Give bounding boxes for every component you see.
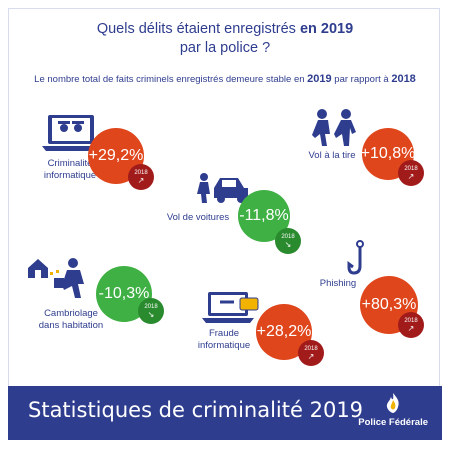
police-logo: Police Fédérale <box>358 392 428 428</box>
laptop-card-icon <box>202 292 259 323</box>
footer-banner: Statistiques de criminalité 2019 Police … <box>8 386 442 440</box>
value-text: +10,8% <box>360 145 416 162</box>
burglar-icon <box>28 258 84 298</box>
flame-icon <box>386 393 399 413</box>
label-fraude-informatique: Fraude informatique <box>197 328 251 351</box>
logo-text: Police Fédérale <box>358 417 428 428</box>
title-year: en 2019 <box>299 21 354 37</box>
badge-2018: 2018 ↘ <box>275 228 301 254</box>
pickpocket-icon <box>312 109 356 146</box>
page-title: Quels délits étaient enregistrés en 2019… <box>0 20 450 58</box>
value-text: -10,3% <box>98 285 150 302</box>
label-vol-a-la-tire: Vol à la tire <box>308 150 356 161</box>
value-circle-cambriolage: -10,3% <box>96 266 152 322</box>
badge-2018: 2018 ↘ <box>138 298 164 324</box>
fish-hook-icon <box>347 240 364 275</box>
subtitle-text: Le nombre total de faits criminels enreg… <box>34 74 308 85</box>
footer-title: Statistiques de criminalité 2019 <box>28 398 364 422</box>
title-text: Quels délits étaient enregistrés <box>96 21 300 37</box>
label-vol-de-voitures: Vol de voitures <box>166 212 230 223</box>
value-text: +29,2% <box>88 147 144 164</box>
car-thief-icon <box>197 173 248 203</box>
title-line2: par la police ? <box>179 40 271 56</box>
label-cambriolage: Cambriolage dans habitation <box>38 308 104 331</box>
label-phishing: Phishing <box>319 278 357 289</box>
value-text: +80,3% <box>361 296 417 313</box>
label-criminalite-informatique: Criminalité informatique <box>43 158 97 181</box>
laptop-eyes-icon <box>42 115 100 151</box>
badge-2018: 2018 ↗ <box>128 164 154 190</box>
value-circle-fraude-informatique: +28,2% <box>256 304 312 360</box>
badge-2018: 2018 ↗ <box>298 340 324 366</box>
badge-2018: 2018 ↗ <box>398 312 424 338</box>
page-subtitle: Le nombre total de faits criminels enreg… <box>0 73 450 85</box>
badge-2018: 2018 ↗ <box>398 160 424 186</box>
subtitle-year-2018: 2018 <box>391 73 416 85</box>
value-text: +28,2% <box>256 323 312 340</box>
value-text: -11,8% <box>239 207 289 224</box>
subtitle-text-2: par rapport à <box>331 74 392 85</box>
subtitle-year-2019: 2019 <box>307 73 332 85</box>
